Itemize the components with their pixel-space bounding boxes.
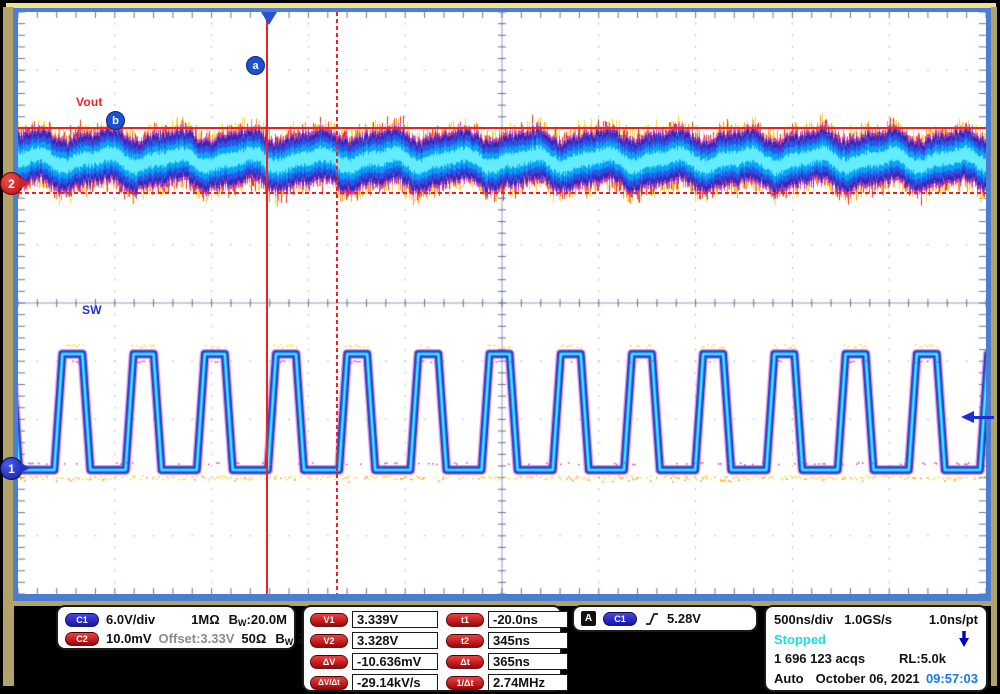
trigger-level-arrow <box>961 411 994 423</box>
channel1-arrow-icon <box>21 463 30 473</box>
resolution-value: 1.0ns/pt <box>928 612 978 628</box>
callout-a: a <box>246 56 265 75</box>
dv-badge: ΔV <box>310 654 348 669</box>
c1-bandwidth: BW:20.0M <box>228 611 287 628</box>
vertical-readout-panel: C1 6.0V/div 1MΩ BW:20.0M C2 10.0mV Offse… <box>56 605 334 650</box>
channel1-marker[interactable]: 1 <box>0 457 32 480</box>
trigger-system-badge: A <box>581 611 596 626</box>
freq-badge: 1/Δt <box>446 675 484 690</box>
time-measurements-column: t1 -20.0ns t2 345ns Δt 365ns 1/Δt 2.74MH… <box>446 611 568 691</box>
c1-scale: 6.0V/div <box>106 612 156 627</box>
bezel-top-strip <box>6 3 996 9</box>
sample-rate-value: 1.0GS/s <box>844 612 892 628</box>
acq-count: 1 696 123 acqs <box>774 651 866 667</box>
sw-label: SW <box>82 303 102 317</box>
trigger-source-badge[interactable]: C1 <box>603 611 637 626</box>
dvdt-badge: ΔV/Δt <box>310 675 348 690</box>
dt-value: 365ns <box>488 653 568 670</box>
c2-offset: Offset:3.33V <box>158 631 235 646</box>
t2-row: t2 345ns <box>446 632 568 649</box>
channel2-badge: 2 <box>0 172 23 195</box>
t1-value: -20.0ns <box>488 611 568 628</box>
acq-count-row: 1 696 123 acqs RL:5.0k <box>774 649 978 669</box>
trigger-readout-panel: A C1 5.28V <box>572 605 758 632</box>
v1-badge: V1 <box>310 612 348 627</box>
channel2-arrow-icon <box>21 178 30 188</box>
c1-impedance: 1MΩ <box>191 612 220 627</box>
t2-badge: t2 <box>446 633 484 648</box>
v1-row: V1 3.339V <box>310 611 438 628</box>
c1-channel-badge[interactable]: C1 <box>65 612 99 627</box>
clock-value: 09:57:03 <box>925 670 978 686</box>
t1-row: t1 -20.0ns <box>446 611 568 628</box>
horizontal-readout-panel: 500ns/div 1.0GS/s 1.0ns/pt Stopped 1 696… <box>764 605 988 692</box>
callout-b: b <box>106 111 125 130</box>
channel1-badge: 1 <box>0 457 23 480</box>
graticule-canvas <box>18 12 986 594</box>
channel1-readout-row: C1 6.0V/div 1MΩ BW:20.0M <box>65 610 287 629</box>
v2-value: 3.328V <box>352 632 438 649</box>
arrow-head-icon <box>961 411 974 423</box>
t1-badge: t1 <box>446 612 484 627</box>
cursor-measurement-panel: V1 3.339V V2 3.328V ΔV -10.636mV ΔV/Δt -… <box>302 605 568 692</box>
vout-label: Vout <box>76 95 103 109</box>
bezel-bottom-strip <box>3 601 997 606</box>
timebase-row: 500ns/div 1.0GS/s 1.0ns/pt <box>774 610 978 630</box>
freq-row: 1/Δt 2.74MHz <box>446 674 568 691</box>
c2-channel-badge[interactable]: C2 <box>65 631 99 646</box>
timebase-value: 500ns/div <box>774 612 834 628</box>
record-length: RL:5.0k <box>899 651 946 667</box>
bezel-right-strip <box>991 7 997 686</box>
dvdt-value: -29.14kV/s <box>352 674 438 691</box>
bezel-left-strip <box>3 7 14 686</box>
down-arrow-icon <box>959 631 969 648</box>
c2-scale: 10.0mV <box>106 631 152 646</box>
v1-value: 3.339V <box>352 611 438 628</box>
cursor-t2-vline[interactable] <box>336 12 338 594</box>
acq-status: Stopped <box>774 631 826 647</box>
rising-edge-icon <box>646 612 658 625</box>
dvdt-row: ΔV/Δt -29.14kV/s <box>310 674 438 691</box>
mode-date-row: Auto October 06, 2021 09:57:03 <box>774 669 978 689</box>
cursor-t1-vline[interactable] <box>266 12 268 594</box>
t2-value: 345ns <box>488 632 568 649</box>
trigger-level-value: 5.28V <box>667 611 701 626</box>
acq-status-row: Stopped <box>774 630 978 650</box>
dv-value: -10.636mV <box>352 653 438 670</box>
channel2-marker[interactable]: 2 <box>0 172 32 195</box>
date-value: October 06, 2021 <box>815 670 920 686</box>
dt-badge: Δt <box>446 654 484 669</box>
v2-badge: V2 <box>310 633 348 648</box>
cursor-v1-hline[interactable] <box>18 127 986 129</box>
voltage-measurements-column: V1 3.339V V2 3.328V ΔV -10.636mV ΔV/Δt -… <box>310 611 438 691</box>
c2-impedance: 50Ω <box>241 631 267 646</box>
dv-row: ΔV -10.636mV <box>310 653 438 670</box>
v2-row: V2 3.328V <box>310 632 438 649</box>
trigger-position-marker[interactable] <box>261 12 277 25</box>
dt-row: Δt 365ns <box>446 653 568 670</box>
channel2-readout-row: C2 10.0mV Offset:3.33V 50Ω BW:20.0M <box>65 629 334 648</box>
cursor-v2-hline[interactable] <box>18 192 986 194</box>
trigger-mode: Auto <box>774 670 804 686</box>
freq-value: 2.74MHz <box>488 674 568 691</box>
arrow-shaft <box>974 415 994 419</box>
